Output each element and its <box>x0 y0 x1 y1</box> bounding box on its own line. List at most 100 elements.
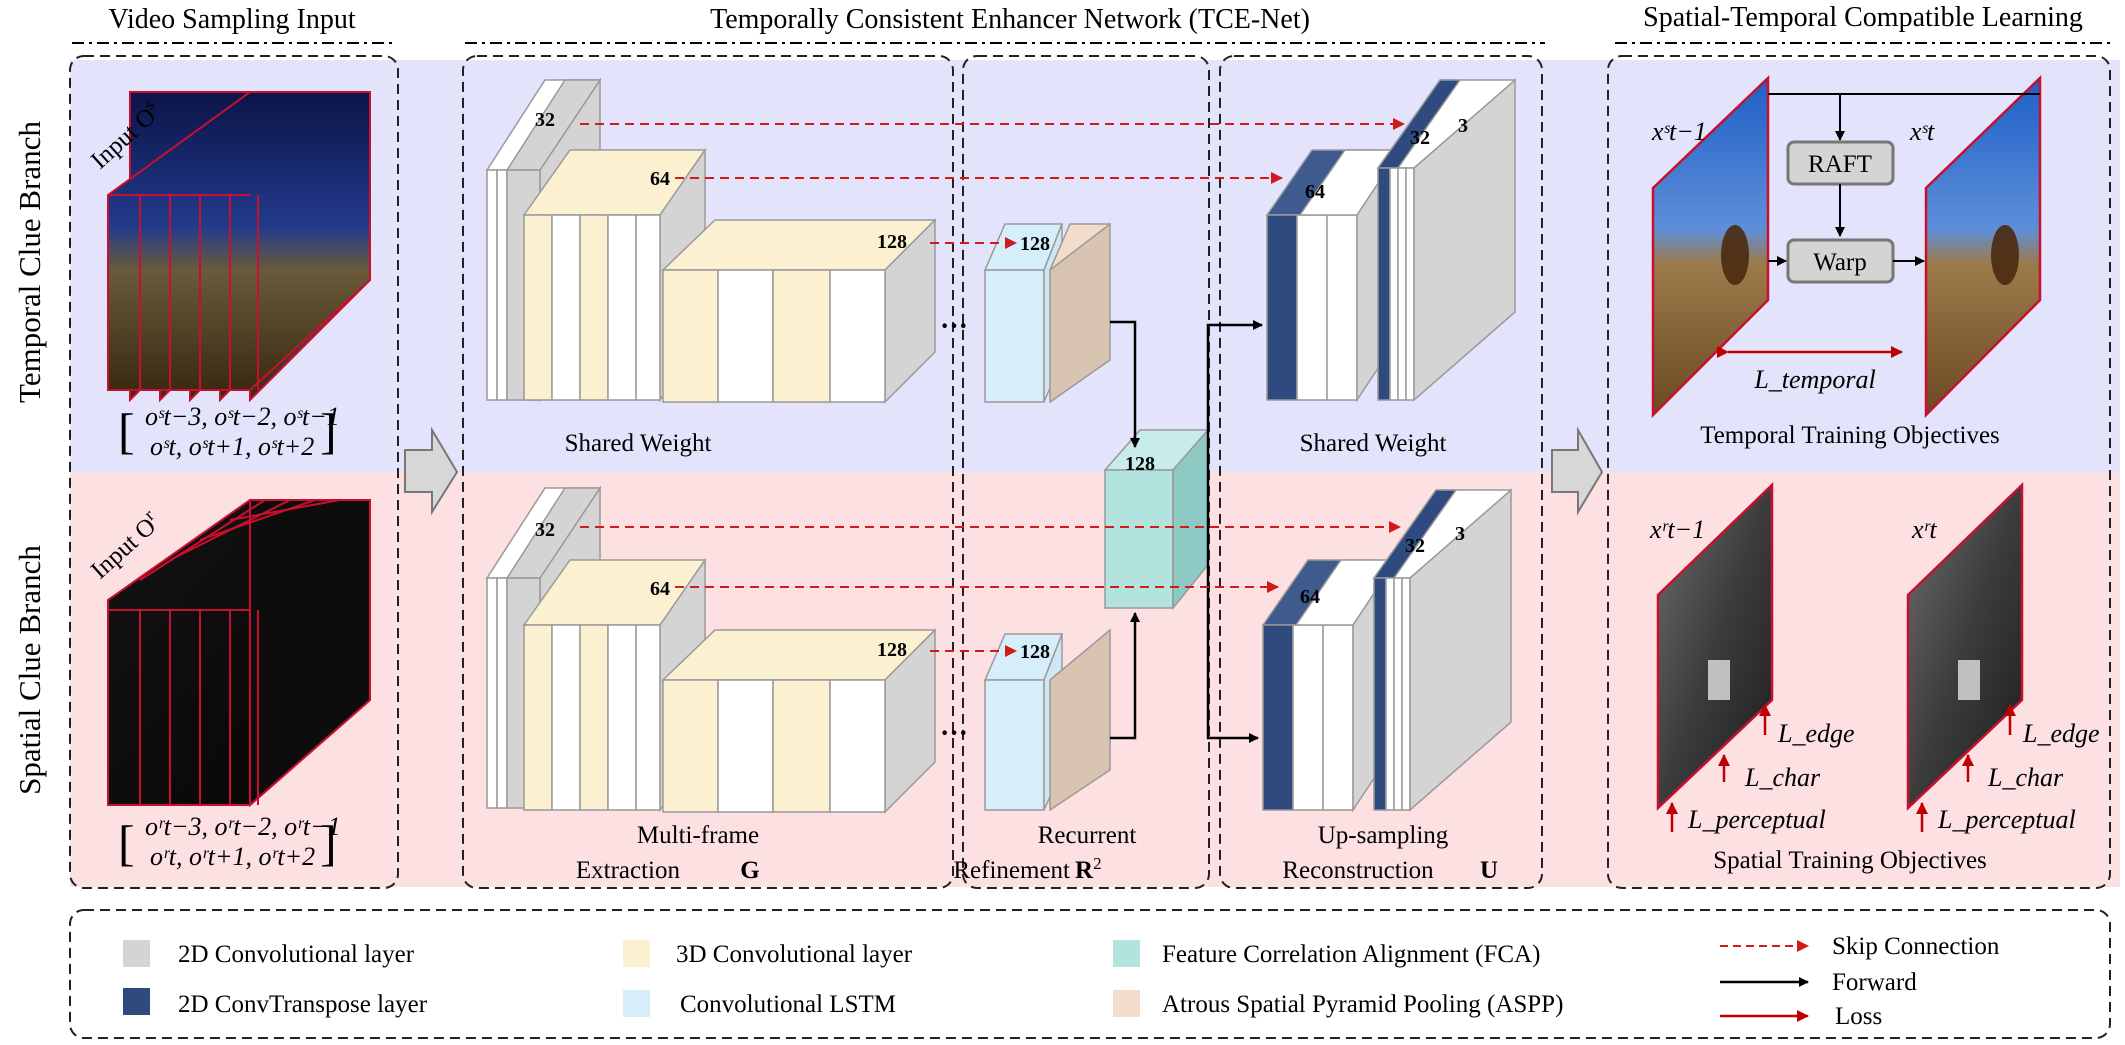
legend-lstm: Convolutional LSTM <box>680 991 896 1018</box>
svg-text:oʳt, oʳt+1, oʳt+2: oʳt, oʳt+1, oʳt+2 <box>150 842 315 871</box>
ch-64-top: 64 <box>650 168 670 190</box>
temporal-objectives-title: Temporal Training Objectives <box>1700 422 2000 449</box>
svg-text:]: ] <box>320 815 337 871</box>
temporal-sequence: [ ] oˢt−3, oˢt−2, oˢt−1 oˢt, oˢt+1, oˢt+… <box>118 402 340 461</box>
header-video-sampling: Video Sampling Input <box>108 4 355 35</box>
l-edge-left: L_edge <box>1777 719 1855 748</box>
x-prev-r: xʳt−1 <box>1649 515 1705 544</box>
legend-swatch-aspp <box>1113 990 1140 1017</box>
flow-arrow-left <box>404 426 459 516</box>
ch-3-u-top: 3 <box>1458 115 1468 137</box>
legend-swatch-fca <box>1113 940 1140 967</box>
spatial-loss-arrows <box>1666 704 2016 832</box>
ch-32-bottom: 32 <box>535 519 555 541</box>
legend-box <box>69 909 2111 1039</box>
refinement-bottom-lstm <box>983 628 1111 812</box>
l-edge-right: L_edge <box>2022 719 2100 748</box>
reconstruction-box <box>1219 55 1543 889</box>
upsampling-bottom <box>1261 488 1513 813</box>
legend-swatch-conv3d <box>623 940 650 967</box>
skip-connections <box>580 118 1405 657</box>
label-spatial-branch: Spatial Clue Branch <box>12 545 47 795</box>
temporal-frame-cur <box>1924 75 2042 419</box>
ellipsis-top: ··· <box>940 311 968 342</box>
extraction-top <box>485 77 937 404</box>
label-temporal-branch: Temporal Clue Branch <box>12 121 47 403</box>
legend-convT: 2D ConvTranspose layer <box>178 991 428 1018</box>
forward-fca-to-u-top <box>1206 320 1263 520</box>
l-char-right: L_char <box>1987 763 2064 792</box>
u-label-line1: Up-sampling <box>1318 822 1449 849</box>
spatial-sequence: [ ] oʳt−3, oʳt−2, oʳt−1 oʳt, oʳt+1, oʳt+… <box>118 812 341 871</box>
upsampling-top <box>1265 78 1517 403</box>
ch-64-u-bottom: 64 <box>1300 586 1320 608</box>
l-perceptual-right: L_perceptual <box>1937 805 2076 834</box>
ch-32-u-bottom: 32 <box>1405 535 1425 557</box>
header-tce-net: Temporally Consistent Enhancer Network (… <box>710 4 1310 35</box>
svg-text:oˢt, oˢt+1, oˢt+2: oˢt, oˢt+1, oˢt+2 <box>150 432 314 461</box>
header-stc-learning: Spatial-Temporal Compatible Learning <box>1643 2 2083 33</box>
legend-conv3d: 3D Convolutional layer <box>676 941 913 968</box>
spatial-frame-prev <box>1656 482 1774 811</box>
u-label-line2: Reconstruction <box>1282 857 1434 884</box>
forward-lstm-to-fca-top <box>1110 320 1140 448</box>
objectives-box <box>1607 55 2111 889</box>
ch-128-top: 128 <box>877 231 907 253</box>
extraction-box <box>462 55 954 889</box>
ch-128-lstm-top: 128 <box>1020 233 1050 255</box>
r-label-line2: Refinement <box>953 857 1070 884</box>
l-char-left: L_char <box>1744 763 1821 792</box>
forward-fca-to-u-bottom <box>1206 520 1259 743</box>
ch-64-u-top: 64 <box>1305 181 1325 203</box>
ellipsis-bottom: ··· <box>940 718 968 749</box>
u-symbol: U <box>1480 857 1498 884</box>
temporal-input-stack <box>107 91 371 403</box>
l-perceptual-left: L_perceptual <box>1687 805 1826 834</box>
shared-weight-left: Shared Weight <box>565 430 712 457</box>
legend-swatch-conv2d <box>123 940 150 967</box>
legend-swatch-lstm <box>623 990 650 1017</box>
ch-128-bottom: 128 <box>877 639 907 661</box>
legend-conv2d: 2D Convolutional layer <box>178 941 415 968</box>
svg-text:oʳt−3, oʳt−2, oʳt−1: oʳt−3, oʳt−2, oʳt−1 <box>145 812 341 841</box>
ch-3-u-bottom: 3 <box>1455 523 1465 545</box>
ch-128-fca: 128 <box>1125 453 1155 475</box>
ch-32-top: 32 <box>535 109 555 131</box>
warp-label: Warp <box>1813 249 1867 276</box>
ch-64-bottom: 64 <box>650 578 670 600</box>
ch-128-lstm-bottom: 128 <box>1020 641 1050 663</box>
x-prev-s: xˢt−1 <box>1651 117 1707 146</box>
spatial-objectives-title: Spatial Training Objectives <box>1713 847 1987 874</box>
r-label-line1: Recurrent <box>1038 822 1137 849</box>
flow-arrow-right <box>1551 426 1604 516</box>
extraction-bottom <box>485 485 937 814</box>
g-symbol: G <box>740 857 759 884</box>
legend-skip: Skip Connection <box>1832 933 2000 960</box>
fca-block <box>1103 428 1210 611</box>
video-sampling-box <box>69 55 399 889</box>
raft-label: RAFT <box>1808 151 1872 178</box>
legend-swatch-convT <box>123 988 150 1015</box>
x-cur-s: xˢt <box>1909 117 1935 146</box>
svg-text:[: [ <box>118 403 135 459</box>
r-symbol: R2 <box>1075 854 1102 885</box>
legend-loss: Loss <box>1835 1003 1882 1030</box>
legend-forward: Forward <box>1832 969 1917 996</box>
legend-aspp: Atrous Spatial Pyramid Pooling (ASPP) <box>1162 991 1563 1018</box>
g-label-line2: Extraction <box>576 857 681 884</box>
shared-weight-right: Shared Weight <box>1300 430 1447 457</box>
x-cur-r: xʳt <box>1911 515 1937 544</box>
svg-text:oˢt−3, oˢt−2, oˢt−1: oˢt−3, oˢt−2, oˢt−1 <box>145 402 340 431</box>
legend-fca: Feature Correlation Alignment (FCA) <box>1162 941 1540 968</box>
refinement-top-lstm <box>983 222 1112 404</box>
forward-lstm-to-fca-bottom <box>1110 612 1140 740</box>
ch-32-u-top: 32 <box>1410 127 1430 149</box>
svg-text:[: [ <box>118 815 135 871</box>
spatial-frame-cur <box>1906 482 2024 811</box>
spatial-input-stack <box>107 499 371 808</box>
svg-text:]: ] <box>320 403 337 459</box>
g-label-line1: Multi-frame <box>637 822 759 849</box>
l-temporal: L_temporal <box>1753 365 1875 394</box>
temporal-frame-prev <box>1651 75 1770 419</box>
